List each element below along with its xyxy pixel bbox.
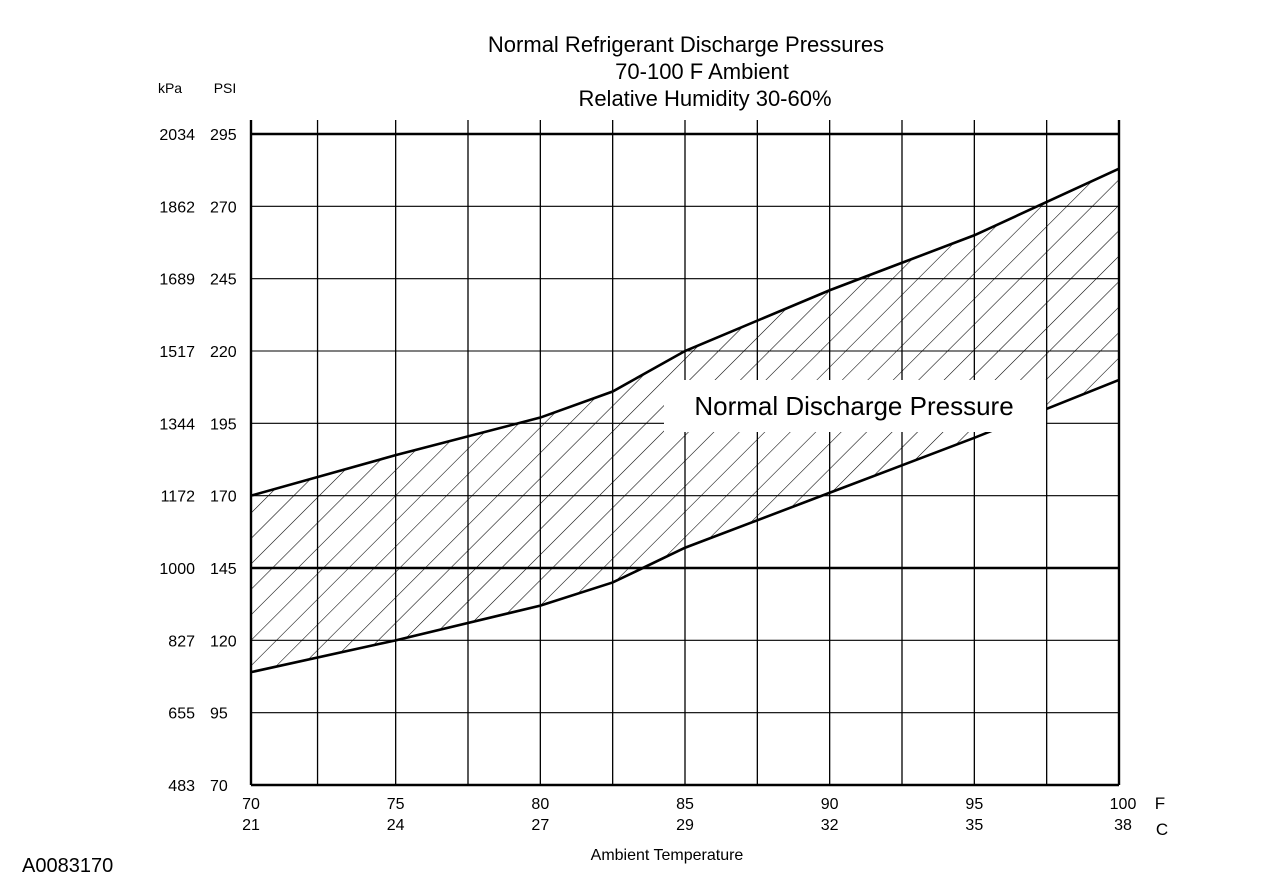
x-unit-c: C — [1156, 820, 1168, 839]
figure-id: A0083170 — [22, 855, 113, 877]
x-tick-c-29: 29 — [676, 817, 694, 834]
x-tick-c-32: 32 — [821, 817, 839, 834]
y-tick-kpa-1517: 1517 — [159, 344, 195, 361]
x-tick-f-95: 95 — [965, 796, 983, 813]
y-tick-psi-295: 295 — [210, 127, 237, 144]
x-tick-c-35: 35 — [965, 817, 983, 834]
x-tick-c-21: 21 — [242, 817, 260, 834]
x-tick-f-90: 90 — [821, 796, 839, 813]
y-tick-kpa-655: 655 — [168, 706, 195, 723]
x-tick-c-27: 27 — [531, 817, 549, 834]
chart-grid — [249, 120, 1121, 787]
y-tick-psi-245: 245 — [210, 272, 237, 289]
y-tick-psi-195: 195 — [210, 416, 237, 433]
x-tick-c-24: 24 — [387, 817, 405, 834]
chart-title-line-3: Relative Humidity 30-60% — [578, 86, 831, 111]
annotation-label: Normal Discharge Pressure — [694, 391, 1013, 421]
x-tick-c-38: 38 — [1114, 817, 1132, 834]
y-tick-kpa-827: 827 — [168, 633, 195, 650]
y-tick-kpa-1344: 1344 — [159, 416, 195, 433]
lower-boundary-line — [250, 378, 1120, 674]
x-tick-f-75: 75 — [387, 796, 405, 813]
x-unit-f: F — [1155, 794, 1165, 813]
upper-boundary-line — [250, 167, 1120, 497]
y-unit-kpa: kPa — [158, 80, 182, 96]
chart-title-line-1: Normal Refrigerant Discharge Pressures — [488, 32, 884, 57]
band-boundaries — [250, 167, 1120, 674]
y-tick-psi-120: 120 — [210, 633, 237, 650]
x-tick-f-85: 85 — [676, 796, 694, 813]
x-axis-labels: 70 21 75 24 80 27 85 29 90 32 95 35 100 38 — [242, 796, 1136, 834]
y-tick-kpa-483: 483 — [168, 778, 195, 795]
chart-title-line-2: 70-100 F Ambient — [615, 59, 789, 84]
annotation-backdrop — [664, 380, 1046, 432]
y-tick-psi-170: 170 — [210, 489, 237, 506]
y-tick-kpa-2034: 2034 — [159, 127, 195, 144]
y-tick-psi-220: 220 — [210, 344, 237, 361]
y-tick-kpa-1172: 1172 — [161, 489, 196, 506]
chart-title: Normal Refrigerant Discharge Pressures 7… — [488, 32, 884, 111]
x-tick-f-100: 100 — [1110, 796, 1137, 813]
x-axis-title: Ambient Temperature — [591, 847, 744, 864]
y-tick-kpa-1862: 1862 — [159, 199, 195, 216]
y-tick-psi-95: 95 — [210, 706, 228, 723]
y-tick-psi-270: 270 — [210, 199, 237, 216]
y-tick-psi-70: 70 — [210, 778, 228, 795]
y-tick-kpa-1689: 1689 — [159, 272, 195, 289]
y-unit-psi: PSI — [214, 80, 237, 96]
y-tick-kpa-1000: 1000 — [159, 561, 195, 578]
x-tick-f-70: 70 — [242, 796, 260, 813]
y-axis-labels: 2034 295 1862 270 1689 245 1517 220 1344 195 1172 1… — [159, 127, 236, 795]
x-tick-f-80: 80 — [531, 796, 549, 813]
y-tick-psi-145: 145 — [210, 561, 237, 578]
